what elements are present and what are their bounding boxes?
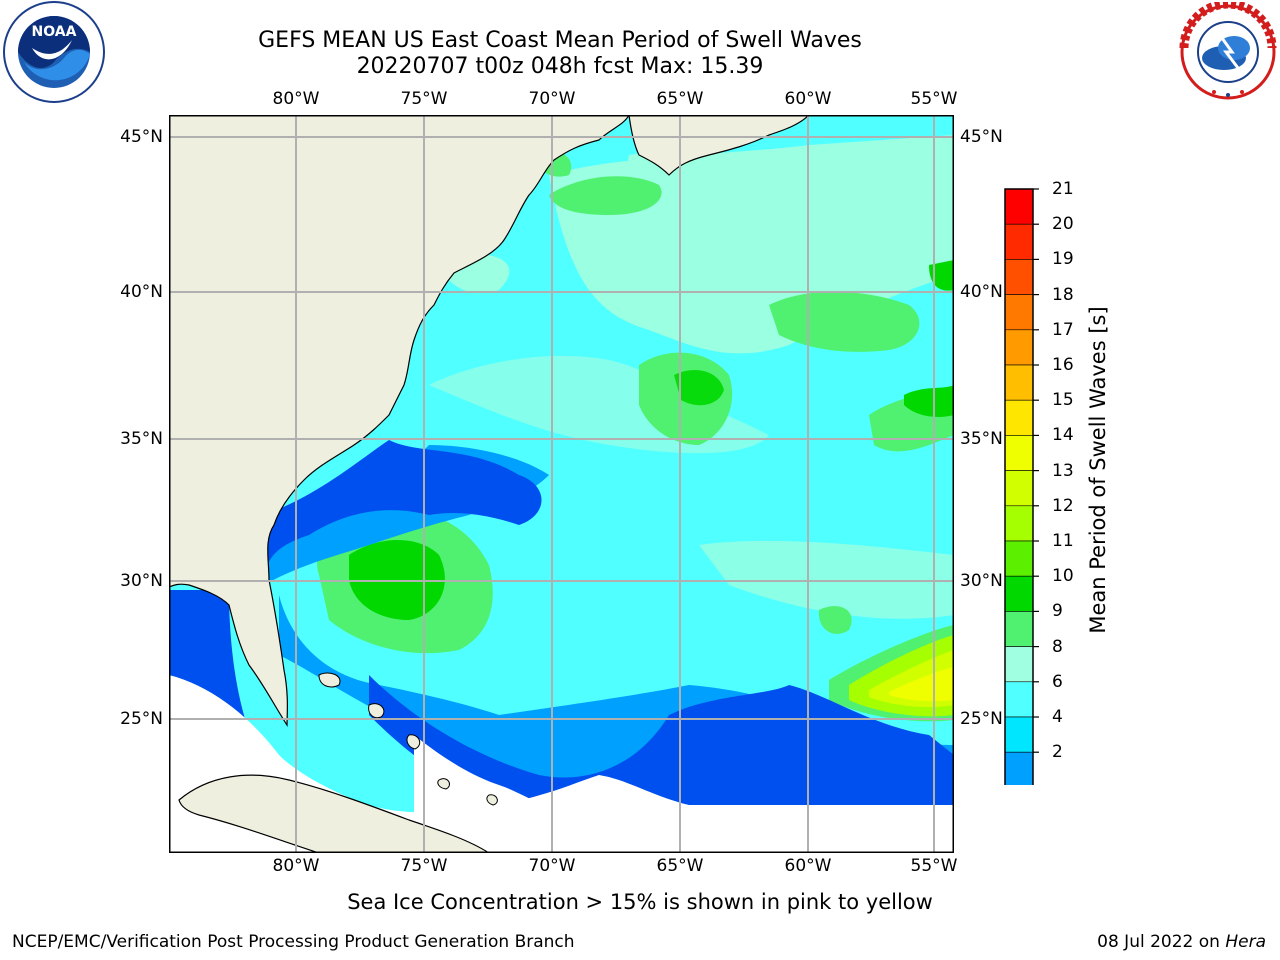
top-lon-label: 75°W — [400, 89, 448, 109]
top-lon-label: 80°W — [272, 89, 320, 109]
colorbar-tick-label: 19 — [1052, 249, 1074, 270]
footer-date-text: 08 Jul 2022 on — [1097, 932, 1220, 952]
colorbar-swatch — [1004, 329, 1034, 366]
right-lat-label: 30°N — [960, 571, 1003, 591]
chart-title: GEFS MEAN US East Coast Mean Period of S… — [258, 28, 862, 53]
colorbar-tick-label: 13 — [1052, 460, 1074, 481]
period-11-15-southeast — [829, 625, 954, 722]
colorbar-tick-label: 14 — [1052, 425, 1074, 446]
left-lat-label: 30°N — [120, 571, 163, 591]
footer-branch: NCEP/EMC/Verification Post Processing Pr… — [12, 932, 575, 952]
right-lat-label: 25°N — [960, 709, 1003, 729]
colorbar-swatch — [1004, 223, 1034, 260]
colorbar-swatch — [1004, 646, 1034, 683]
colorbar-tick-label: 15 — [1052, 390, 1074, 411]
left-lat-label: 45°N — [120, 127, 163, 147]
left-lat-label: 35°N — [120, 429, 163, 449]
colorbar-swatch — [1004, 681, 1034, 718]
right-lat-label: 45°N — [960, 127, 1003, 147]
bottom-lon-label: 70°W — [528, 856, 576, 876]
chart-subtitle: 20220707 t00z 048h fcst Max: 15.39 — [356, 54, 764, 79]
bottom-lon-label: 80°W — [272, 856, 320, 876]
land-cuba — [178, 774, 491, 853]
land-us — [169, 115, 630, 728]
colorbar-swatch — [1004, 540, 1034, 577]
land-bahamas — [318, 672, 498, 806]
colorbar-tick-label: 4 — [1052, 707, 1063, 727]
colorbar-title: Mean Period of Swell Waves [s] — [1086, 306, 1110, 634]
colorbar-swatch — [1004, 399, 1034, 436]
colorbar-tick-label: 8 — [1052, 636, 1063, 657]
colorbar-tick-label: 18 — [1052, 284, 1074, 305]
colorbar-tick-label: 6 — [1052, 671, 1063, 692]
colorbar-swatch — [1004, 575, 1034, 612]
svg-text:NOAA: NOAA — [32, 24, 77, 40]
colorbar-tick-label: 16 — [1052, 355, 1074, 375]
right-lat-label: 40°N — [960, 282, 1003, 302]
top-lon-label: 70°W — [528, 89, 576, 109]
left-lat-label: 40°N — [120, 282, 163, 302]
footer-host: Hera — [1225, 932, 1266, 952]
colorbar-tick-label: 11 — [1052, 531, 1074, 551]
bottom-lon-label: 60°W — [784, 856, 832, 876]
colorbar-tick-label: 10 — [1052, 566, 1074, 587]
colorbar-swatch — [1004, 259, 1034, 295]
top-lon-label: 65°W — [656, 89, 704, 109]
colorbar-tick-label: 12 — [1052, 495, 1074, 516]
colorbar — [1004, 188, 1039, 785]
colorbar-swatch — [1004, 751, 1034, 785]
colorbar-swatch — [1004, 470, 1034, 507]
colorbar-swatch — [1004, 611, 1034, 647]
noaa-logo: NOAA — [3, 1, 105, 103]
colorbar-swatch — [1004, 716, 1034, 753]
colorbar-swatch — [1004, 364, 1034, 401]
colorbar-swatch — [1004, 294, 1034, 331]
bottom-lon-label: 65°W — [656, 856, 704, 876]
top-lon-label: 55°W — [910, 89, 958, 109]
sea-ice-footnote: Sea Ice Concentration > 15% is shown in … — [347, 890, 933, 914]
swell-period-map — [169, 115, 954, 853]
graticule — [169, 115, 954, 853]
colorbar-tick-label: 17 — [1052, 319, 1074, 340]
colorbar-tick-label: 2 — [1052, 742, 1063, 763]
colorbar-swatch — [1004, 188, 1034, 225]
colorbar-tick-label: 21 — [1052, 179, 1074, 199]
national-weather-service-logo — [1179, 2, 1277, 100]
colorbar-tick-label: 20 — [1052, 214, 1074, 235]
colorbar-swatch — [1004, 435, 1034, 471]
bottom-lon-label: 75°W — [400, 856, 448, 876]
right-lat-label: 35°N — [960, 429, 1003, 449]
period-10-11-region — [674, 260, 954, 417]
colorbar-swatch — [1004, 505, 1034, 542]
top-lon-label: 60°W — [784, 89, 832, 109]
footer-date: 08 Jul 2022 on Hera — [1097, 932, 1266, 952]
colorbar-tick-label: 9 — [1052, 601, 1063, 622]
left-lat-label: 25°N — [120, 709, 163, 729]
bottom-lon-label: 55°W — [910, 856, 958, 876]
colorbar-outline — [1004, 188, 1034, 785]
land-canada — [628, 115, 810, 176]
